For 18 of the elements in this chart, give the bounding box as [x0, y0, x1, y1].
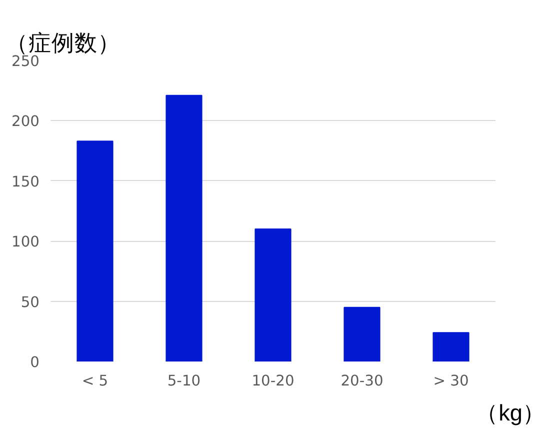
- y-tick-label: 0: [30, 354, 40, 371]
- x-tick-label: 5-10: [167, 372, 201, 390]
- y-tick-label: 50: [20, 294, 40, 311]
- x-tick-label: 20-30: [340, 372, 384, 390]
- x-tick-label: 10-20: [252, 372, 294, 390]
- x-axis-title: （kg）: [476, 400, 546, 426]
- y-tick-label: 100: [12, 234, 40, 251]
- y-tick-label: 200: [12, 113, 40, 130]
- x-tick-label: > 30: [433, 372, 469, 390]
- bar: [432, 332, 470, 362]
- bar: [166, 94, 202, 362]
- bar: [254, 228, 292, 362]
- bar: [344, 306, 380, 362]
- y-tick-label: 250: [12, 53, 40, 70]
- y-axis-title: （症例数）: [6, 30, 120, 56]
- bar: [76, 140, 114, 362]
- x-tick-label: < 5: [82, 372, 108, 390]
- y-tick-label: 150: [12, 173, 40, 190]
